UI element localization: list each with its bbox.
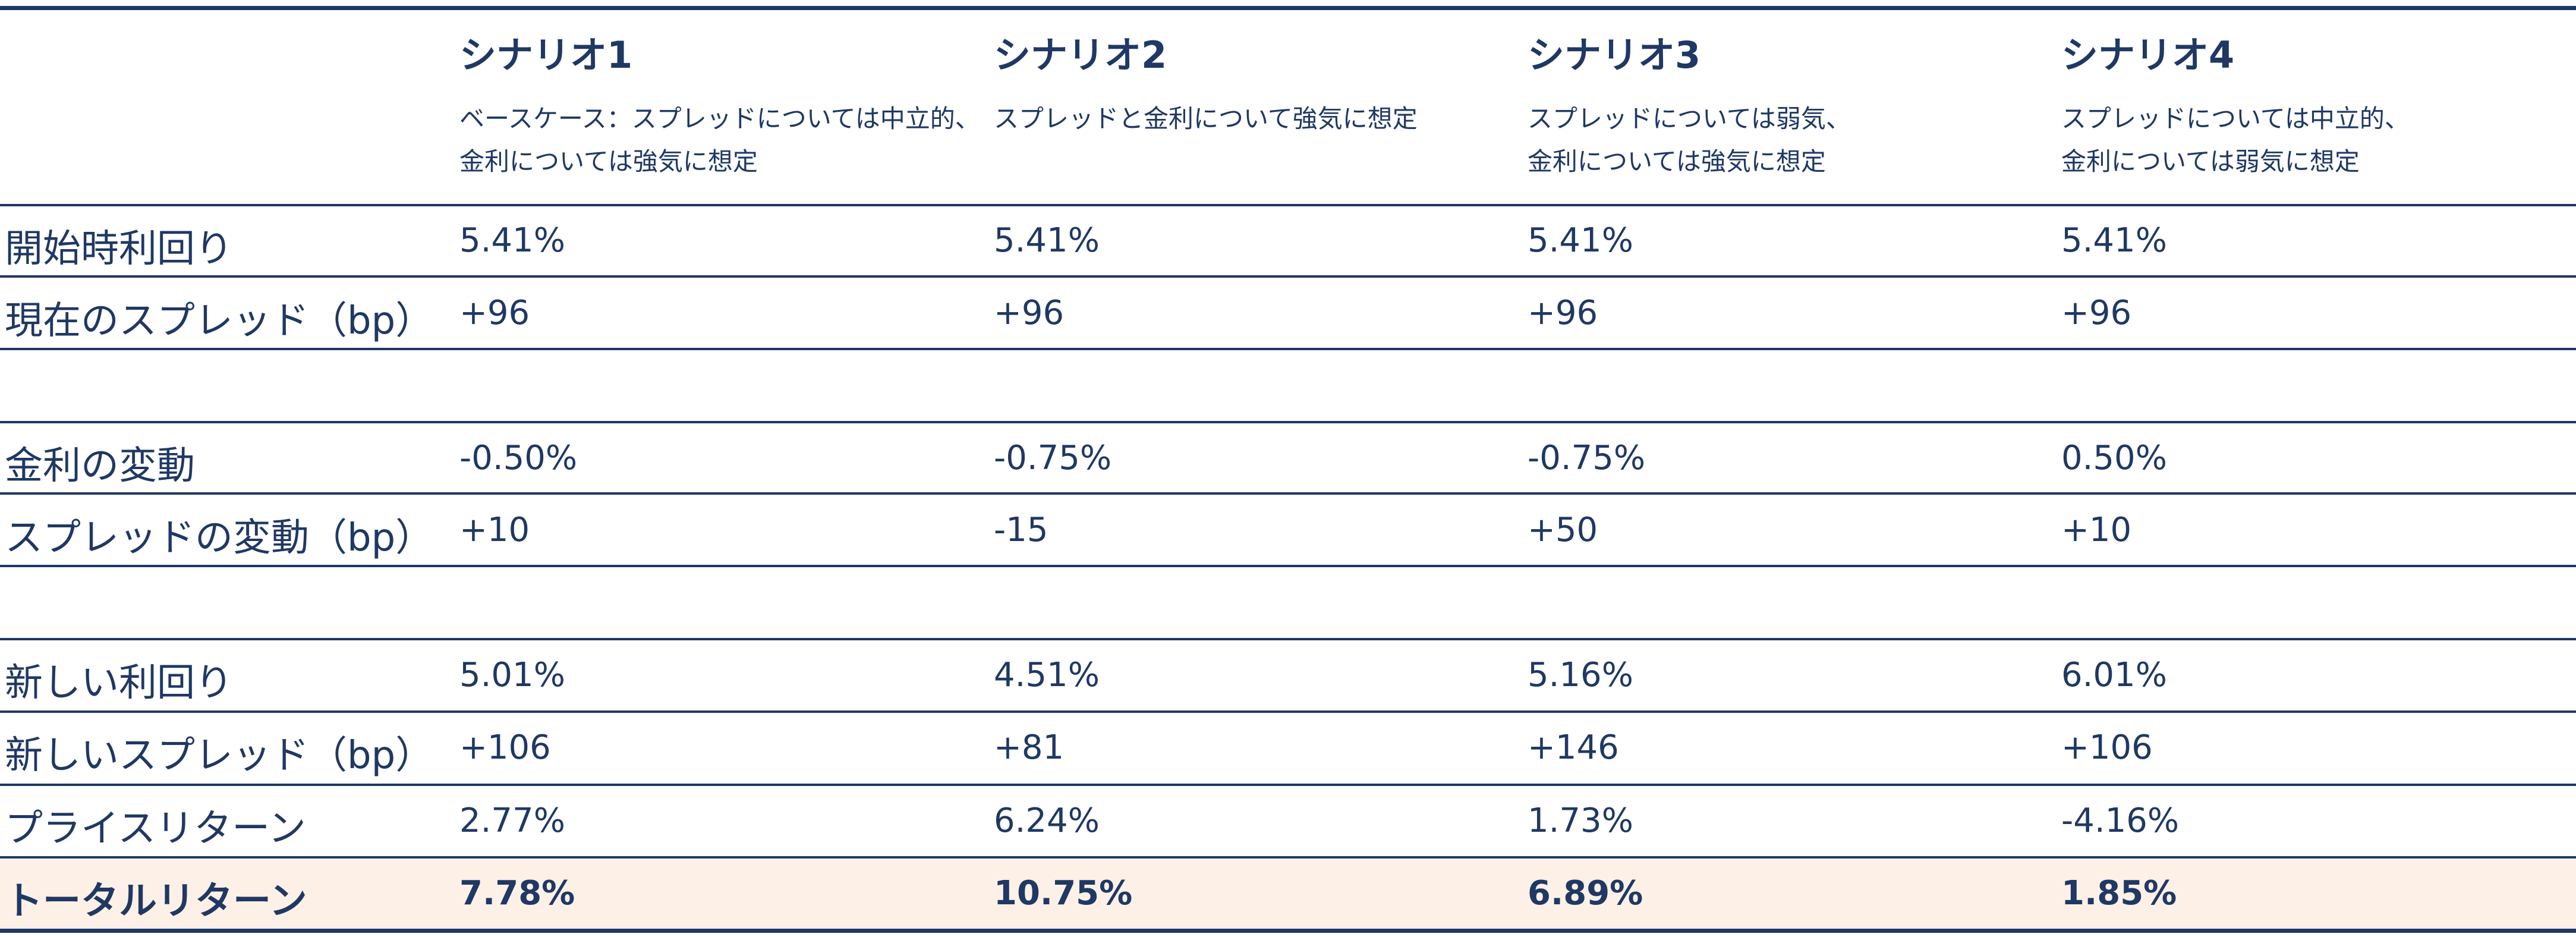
total-return-s3: 6.89% [1528,874,1643,913]
scenario-3-description: スプレッドについては弱気、 金利については強気に想定 [1528,104,1851,176]
price-return-s4: -4.16% [2061,801,2180,840]
new-spread-s2: +81 [994,728,1065,767]
start-yield-s4: 5.41% [2061,221,2167,260]
total-return-s1: 7.78% [459,874,575,913]
new-spread-s3: +146 [1528,728,1619,767]
new-yield-s3: 5.16% [1528,656,1633,694]
rate-change-s4: 0.50% [2061,439,2167,477]
scenario-4-description: スプレッドについては中立的、 金利については弱気に想定 [2061,104,2410,176]
row-label-new-spread: 新しいスプレッド（bp） [5,734,434,778]
row-divider [0,856,2576,859]
price-return-s3: 1.73% [1528,801,1633,840]
row-label-rate-change: 金利の変動 [5,444,195,488]
current-spread-s2: +96 [994,294,1065,332]
current-spread-s1: +96 [459,294,530,332]
spread-change-s3: +50 [1528,511,1598,549]
spread-change-s4: +10 [2061,511,2132,549]
row-divider [0,638,2576,640]
row-label-new-yield: 新しい利回り [5,661,233,705]
current-spread-s4: +96 [2061,294,2132,332]
price-return-s2: 6.24% [994,801,1100,840]
current-spread-s3: +96 [1528,294,1598,332]
rate-change-s2: -0.75% [994,439,1112,477]
start-yield-s1: 5.41% [459,221,565,260]
new-yield-s2: 4.51% [994,656,1100,694]
row-divider [0,275,2576,278]
scenario-2-description: スプレッドと金利について強気に想定 [994,104,1418,133]
scenario-1-title: シナリオ1 [459,33,633,77]
total-return-s2: 10.75% [994,874,1133,913]
total-return-s4: 1.85% [2061,874,2177,913]
spread-change-s1: +10 [459,511,530,549]
table-bottom-border [0,929,2576,933]
scenario-4-title: シナリオ4 [2061,33,2235,77]
new-yield-s4: 6.01% [2061,656,2167,694]
row-divider [0,492,2576,495]
row-label-spread-change: スプレッドの変動（bp） [5,516,434,560]
row-divider [0,784,2576,786]
row-divider [0,710,2576,713]
row-label-current-spread: 現在のスプレッド（bp） [5,299,434,343]
row-divider [0,565,2576,567]
table-top-border [0,6,2576,10]
scenario-2-title: シナリオ2 [994,33,1167,77]
start-yield-s3: 5.41% [1528,221,1633,260]
scenario-1-description: ベースケース：スプレッドについては中立的、 金利については強気に想定 [459,104,980,176]
start-yield-s2: 5.41% [994,221,1100,260]
rate-change-s1: -0.50% [459,439,578,477]
row-divider [0,348,2576,350]
spread-change-s2: -15 [994,511,1048,549]
new-spread-s1: +106 [459,728,551,767]
row-label-total-return: トータルリターン [5,879,307,923]
header-divider [0,204,2576,206]
scenario-3-title: シナリオ3 [1528,33,1701,77]
new-yield-s1: 5.01% [459,656,565,694]
price-return-s1: 2.77% [459,801,565,840]
row-label-start-yield: 開始時利回り [5,227,233,271]
row-label-price-return: プライスリターン [5,807,306,851]
row-divider [0,421,2576,423]
new-spread-s4: +106 [2061,728,2153,767]
rate-change-s3: -0.75% [1528,439,1646,477]
total-return-highlight [0,859,2576,929]
